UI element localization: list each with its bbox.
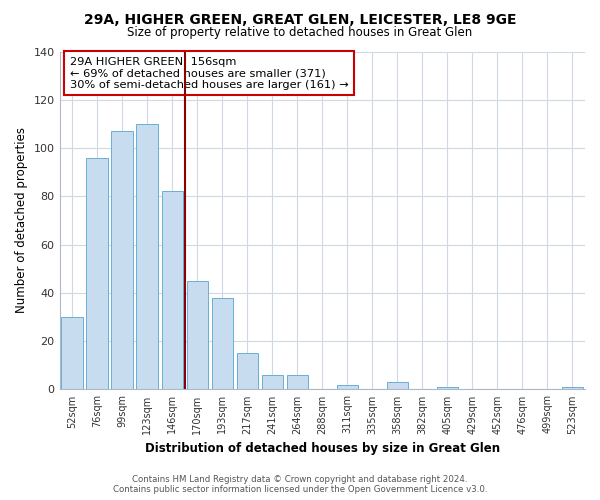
Text: 29A HIGHER GREEN: 156sqm
← 69% of detached houses are smaller (371)
30% of semi-: 29A HIGHER GREEN: 156sqm ← 69% of detach… [70,56,349,90]
Bar [161,192,183,390]
Bar [61,317,83,390]
Bar [262,375,283,390]
Bar [212,298,233,390]
Bar [187,281,208,390]
Text: 29A, HIGHER GREEN, GREAT GLEN, LEICESTER, LE8 9GE: 29A, HIGHER GREEN, GREAT GLEN, LEICESTER… [84,12,516,26]
Bar [437,387,458,390]
Text: Contains HM Land Registry data © Crown copyright and database right 2024.
Contai: Contains HM Land Registry data © Crown c… [113,474,487,494]
Bar [337,384,358,390]
Bar [387,382,408,390]
Bar [562,387,583,390]
Y-axis label: Number of detached properties: Number of detached properties [15,128,28,314]
X-axis label: Distribution of detached houses by size in Great Glen: Distribution of detached houses by size … [145,442,500,455]
Bar [136,124,158,390]
Text: Size of property relative to detached houses in Great Glen: Size of property relative to detached ho… [127,26,473,39]
Bar [86,158,108,390]
Bar [236,353,258,390]
Bar [112,131,133,390]
Bar [287,375,308,390]
